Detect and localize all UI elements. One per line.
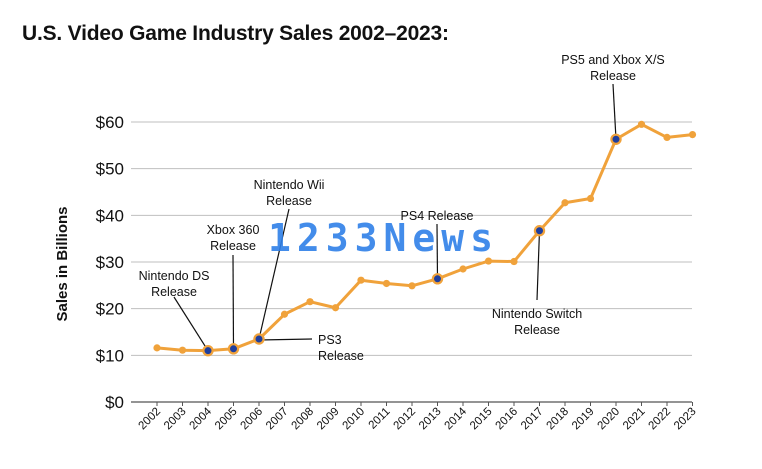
annotation-label: Nintendo Switch: [492, 307, 582, 321]
x-tick-label: 2007: [264, 406, 291, 433]
y-axis-label: Sales in Billions: [54, 206, 71, 321]
annotation-label: Nintendo DS: [139, 269, 210, 283]
annotation-label: Nintendo Wii: [254, 178, 325, 192]
annotation-label: Release: [266, 194, 312, 208]
x-tick-label: 2023: [672, 406, 699, 433]
y-tick-label: $0: [105, 393, 124, 412]
data-point: [357, 276, 365, 284]
annotation-leader: [173, 296, 209, 351]
highlight-point: [202, 344, 214, 357]
x-tick-label: 2016: [494, 406, 521, 433]
annotation-leader: [232, 254, 235, 349]
y-tick-label: $60: [96, 113, 124, 132]
data-point: [153, 344, 161, 352]
x-tick-label: 2015: [468, 406, 495, 433]
annotation-leader: [258, 338, 313, 341]
series-line: [156, 122, 693, 353]
y-tick-label: $10: [96, 346, 124, 365]
data-point: [637, 120, 646, 128]
x-tick-label: 2022: [647, 406, 674, 433]
y-tick-label: $50: [96, 160, 124, 179]
chart-title: U.S. Video Game Industry Sales 2002–2023…: [22, 22, 449, 45]
x-tick-label: 2008: [290, 406, 317, 433]
data-point: [178, 346, 187, 354]
x-tick-label: 2002: [137, 406, 164, 433]
annotation-label: Release: [151, 285, 197, 299]
x-tick-label: 2018: [545, 406, 572, 433]
data-point: [331, 304, 340, 312]
data-point: [688, 131, 697, 139]
data-point: [306, 298, 314, 306]
x-tick-label: 2019: [570, 406, 597, 433]
x-tick-label: 2009: [315, 406, 342, 433]
highlight-point: [227, 343, 240, 355]
highlight-point: [533, 225, 546, 237]
x-tick-label: 2020: [596, 406, 623, 433]
data-point: [663, 133, 671, 141]
highlight-point: [610, 133, 622, 145]
data-point: [459, 265, 467, 273]
data-point: [510, 257, 518, 266]
x-tick-label: 2011: [367, 406, 393, 432]
watermark: 1233News: [268, 216, 499, 260]
x-tick-label: 2010: [341, 406, 368, 433]
x-tick-label: 2021: [621, 406, 648, 433]
annotation-label: Xbox 360: [207, 223, 260, 237]
annotation-label: Release: [514, 323, 560, 337]
y-tick-label: $40: [96, 206, 124, 225]
annotation-leader: [536, 230, 541, 301]
x-tick-label: 2012: [392, 406, 419, 433]
x-tick-label: 2004: [188, 405, 215, 432]
annotation-label: Release: [318, 349, 364, 363]
annotation-leaders: [173, 83, 617, 351]
annotation-label: PS3: [318, 333, 342, 347]
y-tick-label: $30: [96, 253, 124, 272]
data-point: [280, 310, 289, 318]
y-tick-labels: $0 $10 $20 $30 $40 $50 $60: [96, 113, 124, 412]
data-points: [153, 120, 697, 357]
annotation-leader: [258, 208, 290, 340]
x-tick-label: 2006: [239, 406, 266, 433]
data-point: [408, 282, 416, 290]
grid-lines: [131, 121, 692, 403]
x-tick-label: 2005: [213, 406, 240, 433]
data-point: [561, 199, 569, 207]
annotation-leader: [436, 223, 439, 279]
x-tick-label: 2003: [162, 406, 189, 433]
data-point: [484, 257, 493, 265]
y-tick-label: $20: [96, 300, 124, 319]
annotation-label: Release: [590, 69, 636, 83]
annotation-leader: [612, 83, 617, 140]
annotation-label: PS4 Release: [401, 209, 474, 223]
annotation-label: Release: [210, 239, 256, 253]
annotation-label: PS5 and Xbox X/S: [561, 53, 665, 67]
annotations: Nintendo DS Release Xbox 360 Release Nintend…: [139, 53, 665, 363]
x-tick-label: 2014: [443, 405, 470, 432]
highlight-point: [431, 273, 444, 285]
x-tick-label: 2017: [519, 406, 546, 433]
x-tick-label: 2013: [417, 406, 444, 433]
series-line-path: [156, 122, 693, 353]
data-point: [382, 279, 391, 288]
data-point: [586, 194, 595, 203]
highlight-point: [253, 333, 265, 345]
